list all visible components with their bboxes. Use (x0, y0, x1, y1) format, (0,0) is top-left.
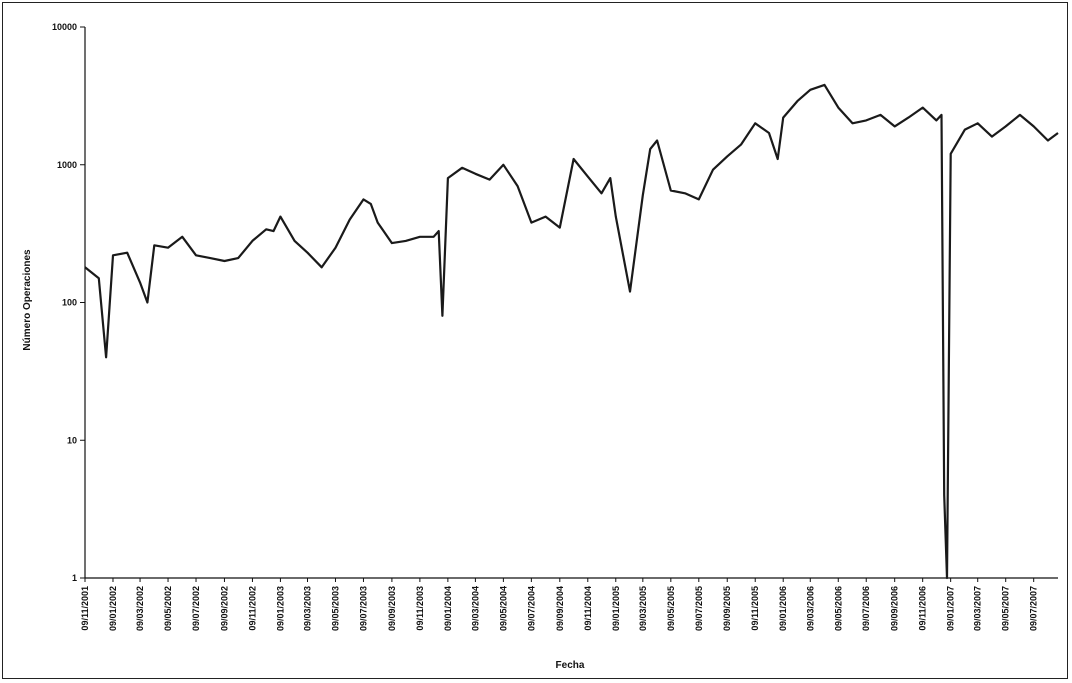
y-tick-label: 10 (67, 435, 77, 445)
x-tick-label: 09/03/2007 (973, 586, 983, 631)
x-tick-label: 09/11/2006 (918, 586, 928, 631)
y-axis: 1 10 100 1000 10000 (52, 22, 86, 583)
x-tick-label: 09/11/2003 (415, 586, 425, 631)
x-tick-label: 09/01/2002 (108, 586, 118, 631)
x-tick-label: 09/07/2002 (191, 586, 201, 631)
y-tick-label: 10000 (52, 22, 77, 32)
series-layer (84, 83, 1059, 580)
x-tick-label: 09/05/2005 (666, 586, 676, 631)
x-tick-label: 09/05/2002 (163, 586, 173, 631)
x-tick-label: 09/01/2004 (443, 586, 453, 631)
x-tick-label: 09/03/2006 (805, 586, 815, 631)
x-axis-title: Fecha (556, 660, 585, 671)
x-tick-label: 09/03/2005 (638, 586, 648, 631)
x-tick-label: 09/07/2007 (1029, 586, 1039, 631)
x-tick-label: 09/01/2006 (778, 586, 788, 631)
x-tick-label: 09/11/2005 (750, 586, 760, 631)
x-tick-label: 09/05/2003 (330, 586, 340, 631)
y-tick-label: 1000 (57, 160, 77, 170)
x-tick-label: 09/09/2002 (219, 586, 229, 631)
x-tick-label: 09/09/2003 (387, 586, 397, 631)
x-tick-label: 09/05/2007 (1001, 586, 1011, 631)
x-tick-label: 09/07/2005 (694, 586, 704, 631)
x-tick-label: 09/11/2002 (247, 586, 257, 631)
x-tick-label: 09/09/2004 (555, 586, 565, 631)
x-tick-label: 09/07/2006 (861, 586, 871, 631)
x-tick-label: 09/01/2003 (275, 586, 285, 631)
x-tick-label: 09/11/2004 (583, 586, 593, 631)
x-tick-label: 09/01/2005 (611, 586, 621, 631)
series-line-0 (84, 83, 1059, 580)
x-tick-label: 09/03/2004 (470, 586, 480, 631)
x-tick-label: 09/09/2005 (722, 586, 732, 631)
x-tick-label: 09/09/2006 (890, 586, 900, 631)
y-tick-label: 100 (62, 298, 77, 308)
x-tick-label: 09/01/2007 (946, 586, 956, 631)
x-tick-label: 09/07/2003 (358, 586, 368, 631)
y-axis-title: Número Operaciones (22, 249, 33, 351)
y-tick-label: 1 (72, 573, 77, 583)
x-axis: 09/11/2001 09/01/2002 09/03/2002 09/05/2002… (80, 577, 1058, 631)
x-tick-label: 09/03/2003 (302, 586, 312, 631)
x-tick-label: 09/11/2001 (80, 586, 90, 631)
x-tick-label: 09/03/2002 (135, 586, 145, 631)
x-tick-label: 09/05/2004 (498, 586, 508, 631)
x-tick-label: 09/05/2006 (833, 586, 843, 631)
x-tick-label: 09/07/2004 (526, 586, 536, 631)
